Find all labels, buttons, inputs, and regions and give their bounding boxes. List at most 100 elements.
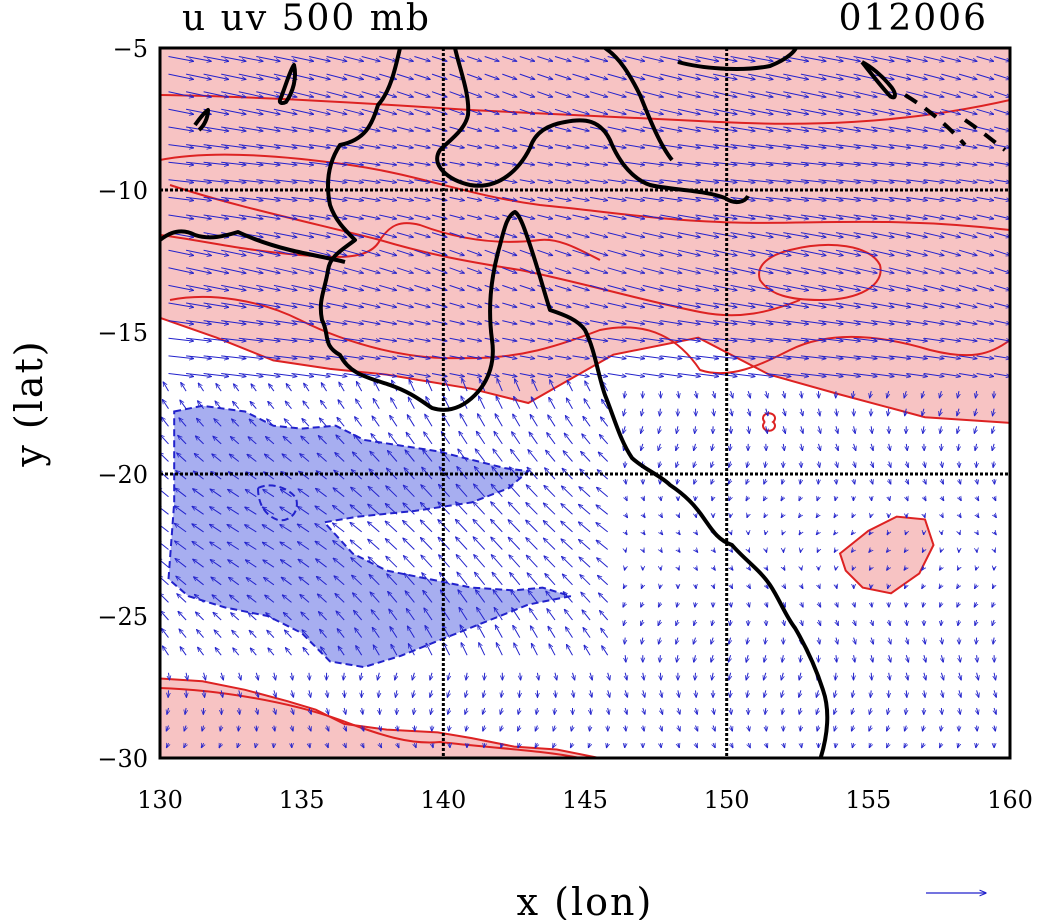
wind-vector bbox=[554, 108, 571, 114]
wind-vector bbox=[941, 214, 960, 219]
wind-vector bbox=[549, 397, 556, 409]
contour-line-positive bbox=[762, 412, 776, 432]
wind-vector bbox=[677, 267, 700, 273]
wind-vector bbox=[976, 161, 994, 165]
wind-vector bbox=[834, 690, 836, 697]
wind-vector bbox=[562, 557, 573, 568]
wind-vector bbox=[566, 627, 573, 638]
wind-vector bbox=[959, 478, 961, 484]
wind-vector bbox=[599, 593, 609, 603]
wind-vector bbox=[309, 672, 310, 680]
wind-vector bbox=[519, 108, 535, 114]
wind-vector bbox=[168, 108, 194, 114]
wind-vector bbox=[186, 302, 211, 307]
wind-vector bbox=[906, 461, 908, 468]
wind-vector bbox=[379, 284, 396, 290]
wind-vector bbox=[625, 302, 645, 307]
wind-vector bbox=[625, 550, 626, 553]
wind-vector bbox=[421, 538, 433, 550]
wind-vector bbox=[238, 91, 263, 97]
wind-vector bbox=[941, 73, 960, 79]
wind-vector bbox=[160, 611, 169, 621]
wind-vector bbox=[344, 214, 363, 219]
contour-line-positive bbox=[160, 687, 581, 758]
wind-vector bbox=[923, 284, 944, 290]
wind-vector bbox=[923, 126, 944, 131]
wind-vector bbox=[924, 637, 925, 645]
wind-vector bbox=[976, 267, 994, 273]
wind-vector bbox=[889, 655, 891, 662]
wind-vector bbox=[502, 144, 517, 148]
wind-vector bbox=[818, 179, 844, 183]
wind-vector bbox=[361, 179, 380, 183]
wind-vector bbox=[589, 284, 608, 290]
wind-vector bbox=[660, 532, 662, 535]
wind-vector bbox=[572, 144, 590, 148]
wind-vector bbox=[660, 91, 681, 97]
wind-vector bbox=[554, 196, 571, 200]
wind-vector bbox=[677, 161, 700, 165]
wind-vector bbox=[526, 520, 538, 533]
wind-vector bbox=[782, 478, 784, 484]
wind-vector bbox=[528, 450, 538, 462]
wind-vector bbox=[623, 426, 625, 433]
wind-vector bbox=[256, 672, 258, 680]
wind-vector bbox=[677, 196, 700, 200]
wind-vector bbox=[168, 161, 194, 165]
wind-vector bbox=[729, 497, 731, 501]
wind-vector bbox=[589, 214, 608, 219]
wind-vector bbox=[502, 126, 517, 131]
wind-vector bbox=[731, 532, 732, 535]
x-tick-label: 135 bbox=[279, 786, 325, 814]
wind-vector bbox=[834, 550, 836, 553]
wind-vector bbox=[781, 514, 783, 517]
wind-vector bbox=[368, 539, 380, 550]
wind-vector bbox=[731, 707, 732, 714]
wind-vector bbox=[887, 743, 889, 748]
wind-vector bbox=[783, 126, 808, 131]
wind-vector bbox=[818, 144, 844, 148]
wind-vector bbox=[660, 585, 661, 589]
wind-vector bbox=[871, 478, 873, 484]
wind-vector bbox=[818, 56, 844, 62]
wind-vector bbox=[643, 514, 645, 517]
wind-vector bbox=[467, 179, 482, 183]
wind-vector bbox=[537, 232, 552, 238]
wind-vector bbox=[835, 497, 836, 501]
wind-vector bbox=[395, 672, 397, 680]
y-tick-label: −25 bbox=[97, 603, 148, 631]
wind-vector bbox=[906, 73, 927, 79]
wind-vector bbox=[994, 532, 996, 535]
wind-vector bbox=[177, 594, 187, 603]
wind-vector bbox=[765, 249, 791, 255]
wind-vector bbox=[385, 521, 398, 533]
wind-vector bbox=[959, 514, 961, 517]
wind-vector bbox=[625, 461, 626, 468]
wind-vector bbox=[562, 486, 573, 498]
wind-vector bbox=[465, 690, 467, 697]
wind-vector bbox=[344, 284, 363, 290]
wind-vector bbox=[625, 672, 627, 680]
wind-vector bbox=[286, 648, 292, 656]
wind-vector bbox=[729, 461, 731, 468]
wind-vector bbox=[302, 419, 310, 427]
wind-vector bbox=[256, 249, 280, 255]
wind-vector bbox=[590, 707, 591, 714]
wind-vector bbox=[748, 585, 750, 589]
wind-vector bbox=[291, 302, 314, 307]
wind-vector bbox=[625, 514, 627, 517]
wind-vector bbox=[413, 690, 415, 697]
wind-vector bbox=[578, 522, 591, 533]
wind-vector bbox=[765, 196, 791, 200]
wind-vector bbox=[836, 619, 838, 626]
wind-vector bbox=[641, 585, 642, 589]
wind-vector bbox=[766, 602, 768, 607]
wind-vector bbox=[941, 550, 942, 553]
wind-vector bbox=[597, 487, 609, 498]
wind-vector bbox=[924, 461, 926, 468]
wind-vector bbox=[396, 232, 413, 238]
wind-vector bbox=[748, 284, 773, 290]
wind-vector bbox=[977, 514, 979, 517]
wind-vector bbox=[256, 161, 280, 165]
